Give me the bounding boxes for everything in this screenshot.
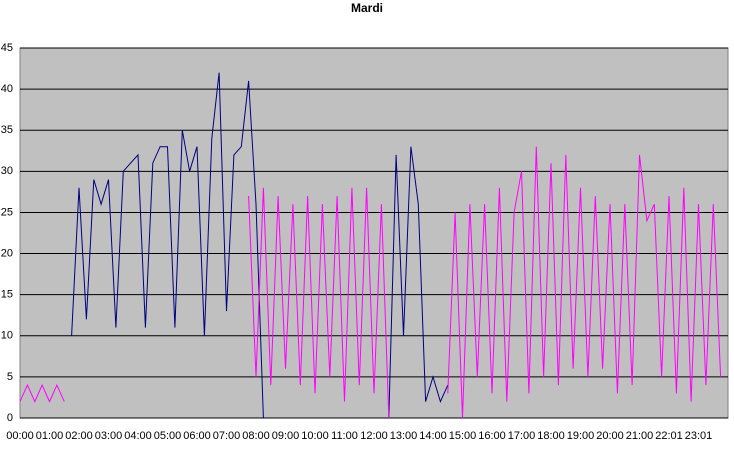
x-tick-label: 05:00 [154, 430, 182, 442]
y-tick-label: 25 [1, 206, 13, 218]
chart-title: Mardi [351, 1, 383, 15]
data-line [71, 72, 449, 419]
x-tick-label: 09:00 [272, 430, 300, 442]
plot-area [19, 47, 729, 419]
y-tick-label: 30 [1, 165, 13, 177]
y-tick-label: 40 [1, 83, 13, 95]
x-tick-label: 08:00 [242, 430, 270, 442]
x-tick-label: 14:00 [419, 430, 447, 442]
x-tick-label: 21:00 [626, 430, 654, 442]
x-tick-label: 11:00 [331, 430, 358, 442]
x-tick-label: 02:00 [65, 430, 93, 442]
y-tick-label: 35 [1, 124, 13, 136]
x-tick-label: 06:00 [183, 430, 211, 442]
y-tick-label: 5 [7, 371, 13, 383]
x-tick-label: 07:00 [213, 430, 241, 442]
x-tick-label: 10:00 [301, 430, 329, 442]
x-tick-label: 20:00 [596, 430, 624, 442]
data-line [19, 146, 722, 419]
x-tick-label: 17:00 [508, 430, 536, 442]
y-tick-label: 15 [1, 289, 13, 301]
x-tick-label: 19:00 [567, 430, 595, 442]
x-tick-label: 04:00 [124, 430, 152, 442]
x-tick-label: 18:00 [537, 430, 565, 442]
x-tick-label: 13:00 [390, 430, 418, 442]
x-tick-label: 00:00 [6, 430, 34, 442]
x-tick-label: 01:00 [36, 430, 64, 442]
x-tick-label: 22:01 [655, 430, 683, 442]
x-tick-label: 12:00 [360, 430, 388, 442]
y-tick-label: 20 [1, 247, 13, 259]
x-tick-label: 03:00 [95, 430, 123, 442]
x-tick-label: 15:00 [449, 430, 477, 442]
y-tick-label: 45 [1, 42, 13, 54]
y-tick-label: 0 [7, 412, 13, 424]
x-tick-label: 16:00 [478, 430, 506, 442]
y-tick-label: 10 [1, 330, 13, 342]
x-tick-label: 23:01 [685, 430, 713, 442]
